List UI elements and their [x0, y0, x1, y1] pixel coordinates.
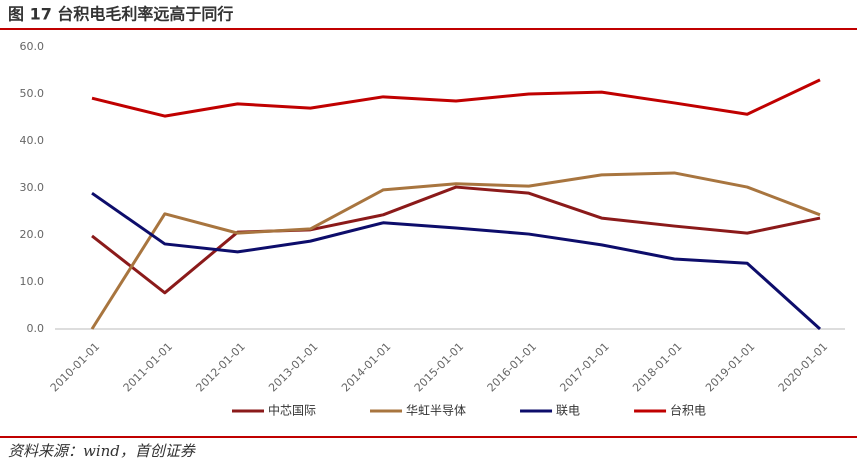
- chart-title: 图 17 台积电毛利率远高于同行: [8, 5, 233, 24]
- x-tick-label: 2019-01-01: [703, 340, 757, 394]
- y-tick-label: 20.0: [20, 228, 45, 241]
- x-tick-label: 2012-01-01: [193, 340, 247, 394]
- x-tick-label: 2017-01-01: [557, 340, 611, 394]
- legend-label: 台积电: [670, 403, 706, 418]
- series-line: [91, 185, 821, 295]
- legend-label: 中芯国际: [268, 403, 316, 418]
- x-tick-label: 2011-01-01: [121, 340, 175, 394]
- y-tick-label: 40.0: [20, 134, 45, 147]
- y-tick-label: 10.0: [20, 275, 45, 288]
- source-note: 资料来源：wind，首创证券: [8, 442, 196, 460]
- x-tick-label: 2018-01-01: [630, 340, 684, 394]
- x-tick-label: 2013-01-01: [266, 340, 320, 394]
- y-tick-label: 0.0: [27, 322, 45, 335]
- series-line: [91, 78, 821, 118]
- y-tick-label: 50.0: [20, 87, 45, 100]
- series-line: [91, 191, 822, 331]
- legend-label: 联电: [556, 404, 580, 418]
- y-tick-label: 30.0: [20, 181, 45, 194]
- legend-label: 华虹半导体: [406, 404, 466, 418]
- x-tick-label: 2020-01-01: [776, 340, 830, 394]
- x-tick-label: 2016-01-01: [485, 340, 539, 394]
- y-tick-label: 60.0: [20, 40, 45, 53]
- x-tick-label: 2015-01-01: [412, 340, 466, 394]
- series-line: [90, 171, 821, 330]
- x-tick-label: 2010-01-01: [48, 340, 102, 394]
- x-tick-label: 2014-01-01: [339, 340, 393, 394]
